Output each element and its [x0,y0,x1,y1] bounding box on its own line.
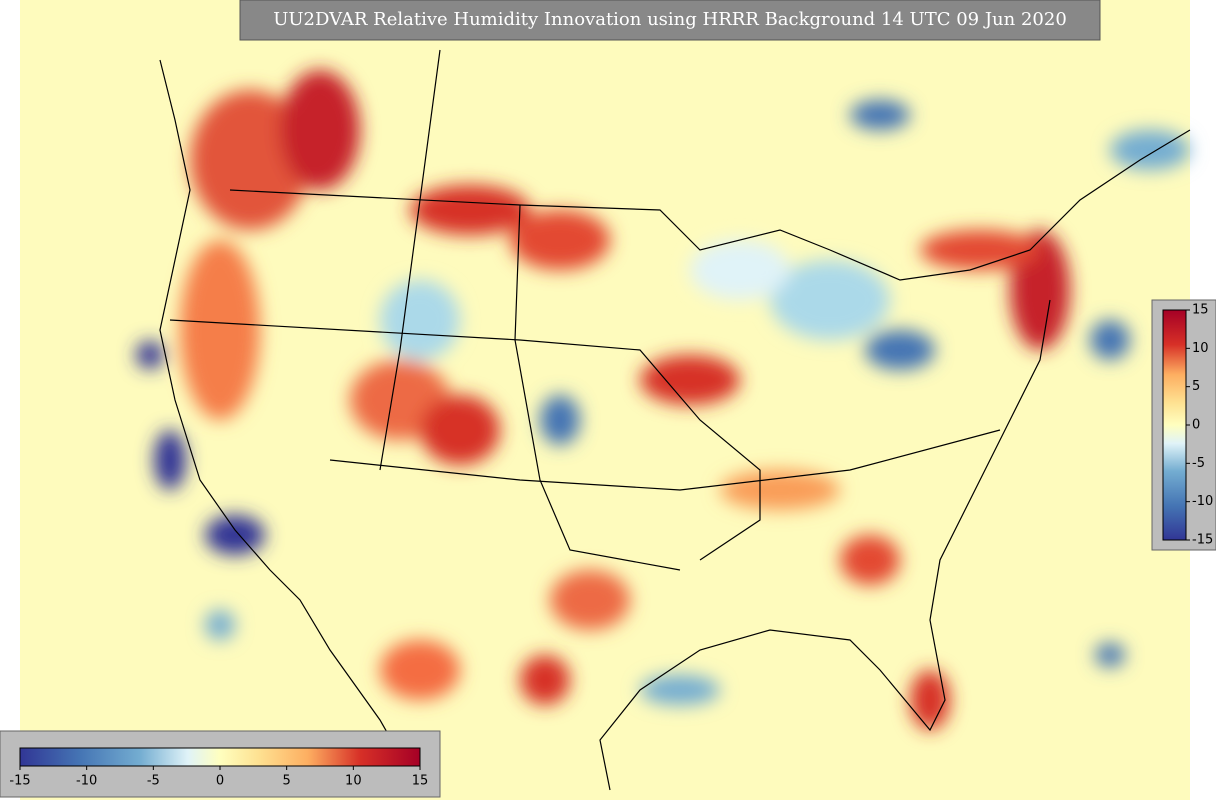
colorbar-bottom: -15 -10 -5 0 5 10 15 [0,730,441,798]
tick-label: -15 [9,774,30,789]
tick-label: 15 [1192,303,1209,318]
map-title: UU2DVAR Relative Humidity Innovation usi… [273,9,1067,30]
colorbar-scale [1162,309,1187,541]
tick-label: 10 [345,774,362,789]
tick-label: 0 [1192,418,1200,433]
tick-label: 5 [283,774,291,789]
map [20,0,1191,800]
tick-label: 0 [216,774,224,789]
title-box: UU2DVAR Relative Humidity Innovation usi… [239,0,1101,41]
tick-label: 10 [1192,341,1209,356]
tick-label: -5 [147,774,160,789]
tick-label: 5 [1192,379,1200,394]
colorbar-right: 15 10 5 0 -5 -10 -15 [1151,299,1216,551]
tick-label: -5 [1192,456,1205,471]
tick-label: -15 [1192,533,1213,548]
tick-label: -10 [76,774,97,789]
tick-label: -10 [1192,494,1213,509]
colorbar-scale [19,747,421,767]
tick-label: 15 [412,774,429,789]
coastlines [159,49,1191,791]
